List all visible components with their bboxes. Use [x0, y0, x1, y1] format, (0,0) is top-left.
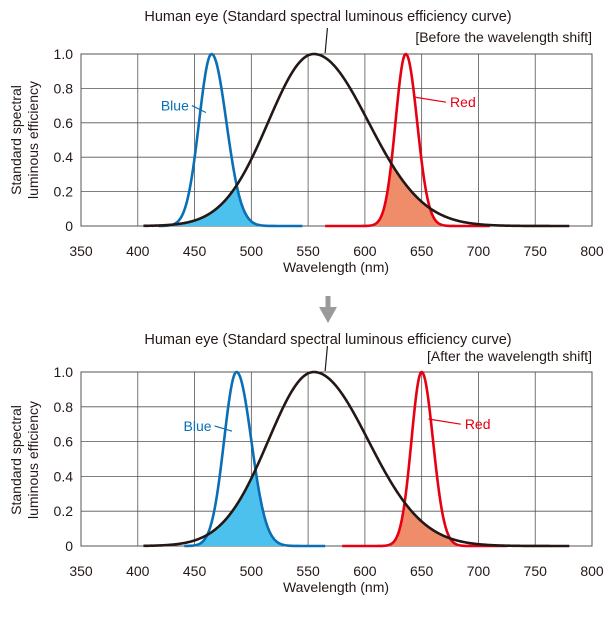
red-overlap-area	[325, 163, 490, 226]
y-tick-label: 0.2	[54, 184, 74, 200]
chart-after-shift: Human eye (Standard spectral luminous ef…	[8, 332, 604, 595]
title-leader-line	[324, 27, 329, 54]
x-axis-label: Wavelength (nm)	[283, 259, 389, 275]
x-tick-label: 650	[410, 243, 434, 259]
x-axis-label: Wavelength (nm)	[283, 579, 389, 595]
plot-frame	[80, 371, 593, 547]
x-tick-label: 350	[69, 243, 93, 259]
red-label-leader	[413, 96, 447, 103]
x-tick-label: 550	[296, 243, 320, 259]
title-leader-line	[324, 345, 329, 372]
chart-subtitle: [Before the wavelength shift]	[415, 29, 592, 45]
red-series-label: Red	[465, 416, 491, 432]
x-tick-label: 450	[183, 563, 207, 579]
blue-label-leader	[191, 105, 207, 114]
y-tick-label: 1.0	[54, 364, 74, 380]
x-tick-label: 450	[183, 243, 207, 259]
y-tick-label: 0	[65, 538, 73, 554]
blue-series-line	[157, 52, 304, 228]
blue-label-leader	[214, 425, 233, 432]
x-tick-label: 400	[126, 563, 150, 579]
y-tick-label: 0.2	[54, 503, 74, 519]
plot-area: 0 0.2 0.4 0.6 0.8 1.0 350 400 450 500 550 600 650 700…	[54, 27, 604, 259]
y-tick-label: 0	[65, 218, 73, 234]
y-tick-label: 0.4	[54, 149, 74, 165]
x-tick-label: 500	[240, 563, 264, 579]
chart-title: Human eye (Standard spectral luminous ef…	[144, 9, 511, 25]
red-series-line	[341, 370, 508, 548]
x-tick-label: 400	[126, 243, 150, 259]
x-tick-label: 700	[467, 563, 491, 579]
x-tick-label: 800	[580, 563, 604, 579]
y-axis-label-line-1: Standard spectral	[8, 405, 24, 515]
y-tick-label: 0.6	[54, 115, 74, 131]
grid	[81, 372, 592, 546]
down-arrow-icon	[319, 296, 337, 323]
x-tick-label: 600	[353, 563, 377, 579]
grid	[81, 54, 592, 226]
y-tick-label: 1.0	[54, 46, 74, 62]
x-tick-label: 550	[296, 563, 320, 579]
eye-series-line	[142, 52, 571, 228]
chart-subtitle: [After the wavelength shift]	[427, 348, 592, 364]
blue-series-label: Blue	[184, 418, 212, 434]
red-series-label: Red	[450, 94, 476, 110]
blue-series-label: Blue	[161, 98, 189, 114]
y-tick-label: 0.4	[54, 468, 74, 484]
y-tick-label: 0.8	[54, 399, 74, 415]
x-tick-label: 350	[69, 563, 93, 579]
x-tick-label: 800	[580, 243, 604, 259]
plot-area: 0 0.2 0.4 0.6 0.8 1.0 350 400 450 500 550 600 650 700…	[54, 345, 604, 579]
y-tick-label: 0.6	[54, 434, 74, 450]
y-tick-label: 0.8	[54, 80, 74, 96]
x-tick-label: 600	[353, 243, 377, 259]
plot-frame	[80, 53, 593, 227]
chart-before-shift: Human eye (Standard spectral luminous ef…	[8, 9, 604, 275]
blue-overlap-area	[158, 185, 303, 226]
red-label-leader	[428, 418, 461, 425]
x-tick-label: 750	[524, 563, 548, 579]
x-tick-label: 650	[410, 563, 434, 579]
x-tick-label: 500	[240, 243, 264, 259]
x-tick-label: 750	[524, 243, 548, 259]
y-axis-label-line-2: luminous efficiency	[25, 81, 41, 199]
red-series-line	[324, 52, 491, 228]
y-axis-label-line-2: luminous efficiency	[25, 401, 41, 519]
y-axis-label-line-1: Standard spectral	[8, 85, 24, 195]
eye-series-line	[142, 370, 571, 548]
chart-title: Human eye (Standard spectral luminous ef…	[144, 332, 511, 348]
x-tick-label: 700	[467, 243, 491, 259]
